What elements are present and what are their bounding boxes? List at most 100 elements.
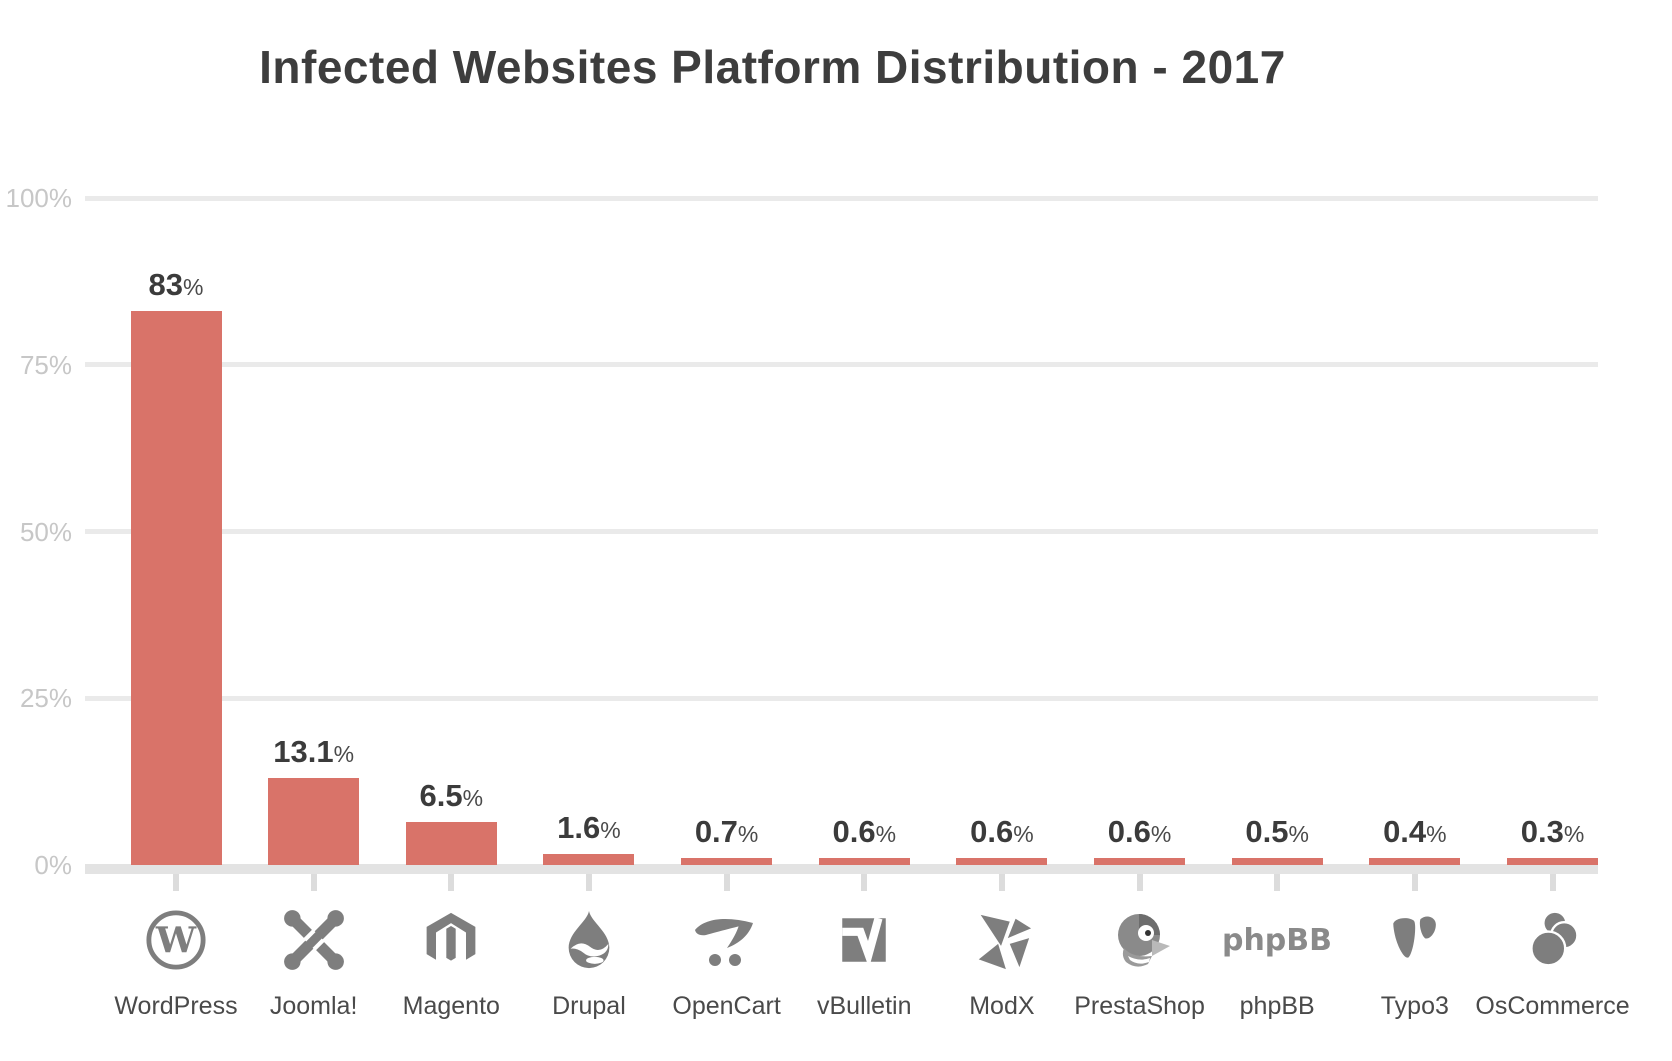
value-label-phpbb: 0.5%	[1197, 814, 1357, 850]
prestashop-icon	[1065, 896, 1215, 984]
gridline-50	[85, 529, 1598, 534]
wordpress-icon: W	[146, 910, 206, 970]
category-label-vbulletin: vBulletin	[817, 992, 912, 1020]
x-axis-tick-typo3	[1411, 874, 1418, 891]
x-axis-tick-joomla	[310, 874, 317, 891]
y-axis-label-100: 100%	[5, 183, 73, 213]
vbulletin-icon	[789, 896, 939, 984]
opencart-icon	[694, 918, 753, 966]
percent-sign: %	[1426, 820, 1447, 847]
y-axis-label-50: 50%	[19, 516, 72, 547]
value-label-wordpress: 83%	[96, 267, 256, 303]
bar-joomla	[268, 777, 360, 865]
y-axis-label-0: 0%	[34, 850, 72, 880]
value-label-vbulletin: 0.6%	[784, 814, 944, 850]
value-label-opencart: 0.7%	[647, 814, 807, 850]
value-label-prestashop: 0.6%	[1060, 814, 1220, 850]
y-axis-label-75: 75%	[19, 349, 72, 380]
bar-phpbb	[1231, 857, 1323, 865]
modx-icon	[927, 896, 1077, 984]
drupal-icon	[514, 896, 664, 984]
category-label-prestashop: PrestaShop	[1074, 992, 1205, 1020]
bar-vbulletin	[818, 857, 910, 865]
gridline-75	[85, 362, 1598, 368]
prestashop-icon	[1117, 914, 1170, 967]
bar-modx	[956, 857, 1048, 865]
joomla-icon	[283, 910, 344, 970]
typo3-icon	[1340, 896, 1490, 984]
value-number: 0.6	[1107, 813, 1151, 849]
x-axis-tick-opencart	[723, 874, 730, 891]
value-label-magento: 6.5%	[371, 778, 531, 814]
x-axis-tick-vbulletin	[861, 874, 868, 891]
bar-wordpress	[130, 311, 222, 865]
magento-icon	[426, 912, 476, 961]
value-number: 0.6	[832, 813, 876, 849]
percent-sign: %	[1288, 820, 1309, 847]
category-label-phpbb: phpBB	[1239, 992, 1315, 1020]
percent-sign: %	[875, 820, 897, 847]
chart-title: Infected Websites Platform Distribution …	[259, 41, 1286, 93]
value-number: 0.5	[1245, 813, 1289, 849]
x-axis-baseline	[85, 864, 1598, 874]
bar-magento	[405, 821, 497, 865]
phpbb-icon: phpBB	[1202, 896, 1352, 984]
percent-sign: %	[1563, 820, 1585, 847]
bar-opencart	[681, 857, 773, 865]
value-label-drupal: 1.6%	[509, 810, 669, 846]
x-axis-tick-phpbb	[1274, 874, 1281, 891]
percent-sign: %	[737, 820, 759, 847]
typo3-icon	[1393, 916, 1436, 958]
category-label-typo3: Typo3	[1380, 992, 1449, 1020]
gridline-100	[85, 195, 1598, 201]
joomla-icon	[239, 896, 389, 984]
percent-sign: %	[183, 274, 204, 301]
bar-drupal	[543, 854, 635, 865]
value-number: 83	[148, 267, 184, 303]
category-label-joomla: Joomla!	[269, 992, 358, 1020]
gridline-25	[85, 695, 1598, 701]
category-label-wordpress: WordPress	[114, 992, 238, 1020]
value-number: 6.5	[419, 777, 463, 813]
vbulletin-icon	[842, 917, 886, 968]
phpbb-icon: phpBB	[1222, 923, 1332, 958]
x-axis-tick-prestashop	[1136, 874, 1143, 891]
bar-prestashop	[1094, 857, 1186, 865]
value-label-typo3: 0.4%	[1335, 814, 1495, 850]
value-number: 0.3	[1520, 813, 1564, 849]
oscommerce-icon	[1478, 896, 1628, 984]
bar-oscommerce	[1507, 857, 1598, 865]
y-axis-label-25: 25%	[19, 683, 72, 714]
value-number: 1.6	[557, 810, 601, 846]
value-number: 0.6	[970, 813, 1014, 849]
value-number: 0.7	[694, 813, 738, 849]
percent-sign: %	[600, 817, 621, 844]
x-axis-tick-drupal	[585, 874, 592, 891]
x-axis-tick-wordpress	[173, 874, 179, 891]
percent-sign: %	[1013, 820, 1034, 847]
value-label-modx: 0.6%	[922, 814, 1082, 850]
category-label-modx: ModX	[969, 992, 1035, 1020]
bar-typo3	[1369, 857, 1461, 865]
value-number: 13.1	[273, 733, 334, 769]
category-label-magento: Magento	[402, 992, 500, 1020]
percent-sign: %	[333, 740, 355, 767]
percent-sign: %	[462, 784, 484, 811]
opencart-icon	[652, 896, 802, 984]
value-label-joomla: 13.1%	[234, 734, 394, 770]
oscommerce-icon	[1529, 912, 1579, 967]
value-number: 0.4	[1383, 813, 1427, 849]
magento-icon	[376, 896, 526, 984]
x-axis-tick-modx	[998, 874, 1005, 891]
svg-text:phpBB: phpBB	[1222, 923, 1332, 958]
svg-text:W: W	[155, 920, 197, 962]
x-axis-tick-magento	[448, 874, 455, 891]
wordpress-icon: W	[101, 896, 251, 984]
category-label-oscommerce: OsCommerce	[1475, 992, 1630, 1020]
x-axis-tick-oscommerce	[1549, 874, 1556, 891]
drupal-icon	[568, 910, 610, 969]
modx-icon	[978, 914, 1031, 970]
value-label-oscommerce: 0.3%	[1473, 814, 1633, 850]
